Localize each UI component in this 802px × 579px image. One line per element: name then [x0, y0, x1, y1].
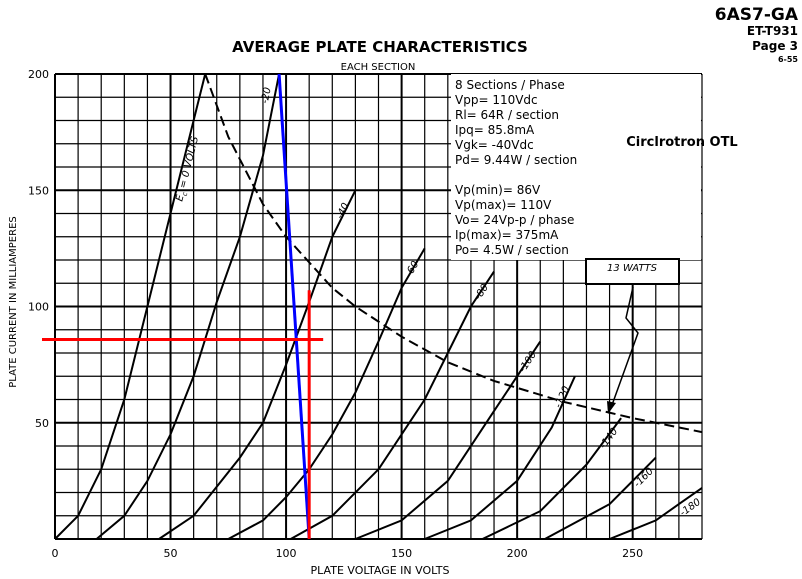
x-tick-label: 0 — [52, 547, 59, 560]
y-tick-label: 50 — [35, 417, 49, 430]
power-limit-line — [204, 73, 703, 434]
param-line: Vpp= 110Vdc — [455, 93, 538, 107]
curve-minus-20 — [95, 73, 281, 540]
curve-minus-180 — [609, 487, 703, 540]
x-axis-label: PLATE VOLTAGE IN VOLTS — [311, 564, 450, 577]
power-limit-box — [585, 258, 680, 285]
x-tick-label: 250 — [622, 547, 643, 560]
y-tick-label: 200 — [28, 68, 49, 81]
curve-minus-100 — [355, 340, 542, 540]
curve-minus-120 — [424, 375, 576, 540]
param-line: 8 Sections / Phase — [455, 78, 565, 92]
load-line — [277, 73, 311, 540]
page-number: Page 3 — [752, 39, 798, 53]
power-limit-arrowhead — [607, 401, 616, 414]
param-line: Ip(max)= 375mA — [455, 228, 559, 242]
x-tick-label: 50 — [164, 547, 178, 560]
load-line-overlays — [42, 73, 324, 540]
doc-code: ET-T931 — [747, 24, 798, 38]
param-line: Ipq= 85.8mA — [455, 123, 535, 137]
curve-label: -140 — [598, 426, 620, 451]
curve-label: -60 — [404, 259, 422, 279]
power-limit-label: 13 WATTS — [607, 263, 658, 274]
y-tick-label: 150 — [28, 184, 49, 197]
curve-ec-0 — [54, 73, 207, 540]
param-line: Vo= 24Vp-p / phase — [455, 213, 574, 227]
param-line: Pd= 9.44W / section — [455, 153, 577, 167]
design-label: Circlrotron OTL — [626, 135, 737, 150]
x-tick-label: 100 — [276, 547, 297, 560]
curve-minus-40 — [158, 189, 357, 540]
x-tick-label: 150 — [391, 547, 412, 560]
power-limit-pointer — [611, 286, 639, 406]
y-axis-label: PLATE CURRENT IN MILLIAMPERES — [8, 216, 19, 388]
curve-label: -120 — [553, 385, 572, 410]
param-line: Vp(min)= 86V — [455, 183, 541, 197]
curve-minus-80 — [290, 271, 495, 540]
grid-voltage-curves: Ec = 0 VOLTS-20-40-60-80-100-120-140-160… — [54, 73, 703, 540]
curve-label: -20 — [260, 86, 274, 104]
curve-minus-140 — [482, 417, 622, 540]
power-limit-curve — [204, 73, 703, 434]
tube-type: 6AS7-GA — [715, 5, 799, 25]
doc-date: 6-55 — [778, 55, 798, 64]
curve-minus-60 — [227, 247, 426, 540]
param-line: Rl= 64R / section — [455, 108, 559, 122]
curve-minus-160 — [544, 456, 657, 540]
param-line: Vp(max)= 110V — [455, 198, 552, 212]
x-tick-label: 200 — [507, 547, 528, 560]
params-panel — [451, 74, 701, 260]
y-tick-label: 100 — [28, 301, 49, 314]
param-line: Po= 4.5W / section — [455, 243, 569, 257]
curve-label: Ec = 0 VOLTS — [174, 135, 203, 203]
param-line: Vgk= -40Vdc — [455, 138, 534, 152]
axis-tick-labels: 0 50 100 150 200 250 50 100 150 200 — [28, 68, 643, 560]
chart-title: AVERAGE PLATE CHARACTERISTICS — [232, 38, 528, 56]
chart-subtitle: EACH SECTION — [341, 62, 416, 73]
